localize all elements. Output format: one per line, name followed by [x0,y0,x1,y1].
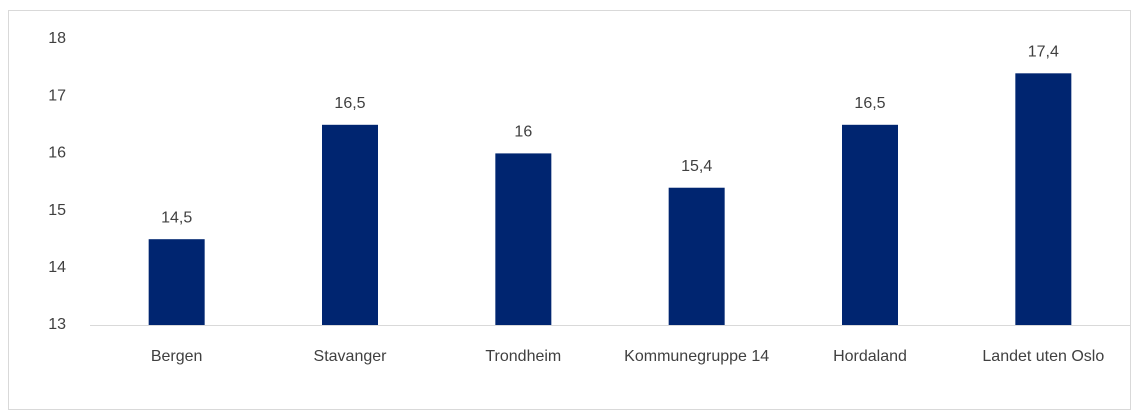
y-tick-label: 17 [48,87,66,104]
bar [668,187,725,325]
x-tick-label: Bergen [151,348,203,365]
x-tick-label: Stavanger [314,348,388,365]
y-tick-label: 18 [48,30,66,47]
value-label: 16,5 [854,95,885,112]
value-label: 14,5 [161,209,192,226]
value-label: 16,5 [334,95,365,112]
x-tick-label: Trondheim [485,348,561,365]
x-tick-label: Kommunegruppe 14 [624,348,769,365]
y-tick-label: 14 [48,259,66,276]
x-tick-label: Hordaland [833,348,907,365]
value-label: 17,4 [1028,44,1059,61]
bar [842,124,898,325]
value-label: 16 [514,124,532,141]
bar [495,153,552,325]
bar [322,124,378,325]
value-label: 15,4 [681,158,712,175]
y-tick-label: 13 [48,316,66,333]
chart-frame [8,10,1131,410]
bar [148,239,205,325]
y-tick-label: 15 [48,202,66,219]
y-tick-label: 16 [48,145,66,162]
bar [1015,73,1072,325]
x-tick-label: Landet uten Oslo [982,348,1104,365]
